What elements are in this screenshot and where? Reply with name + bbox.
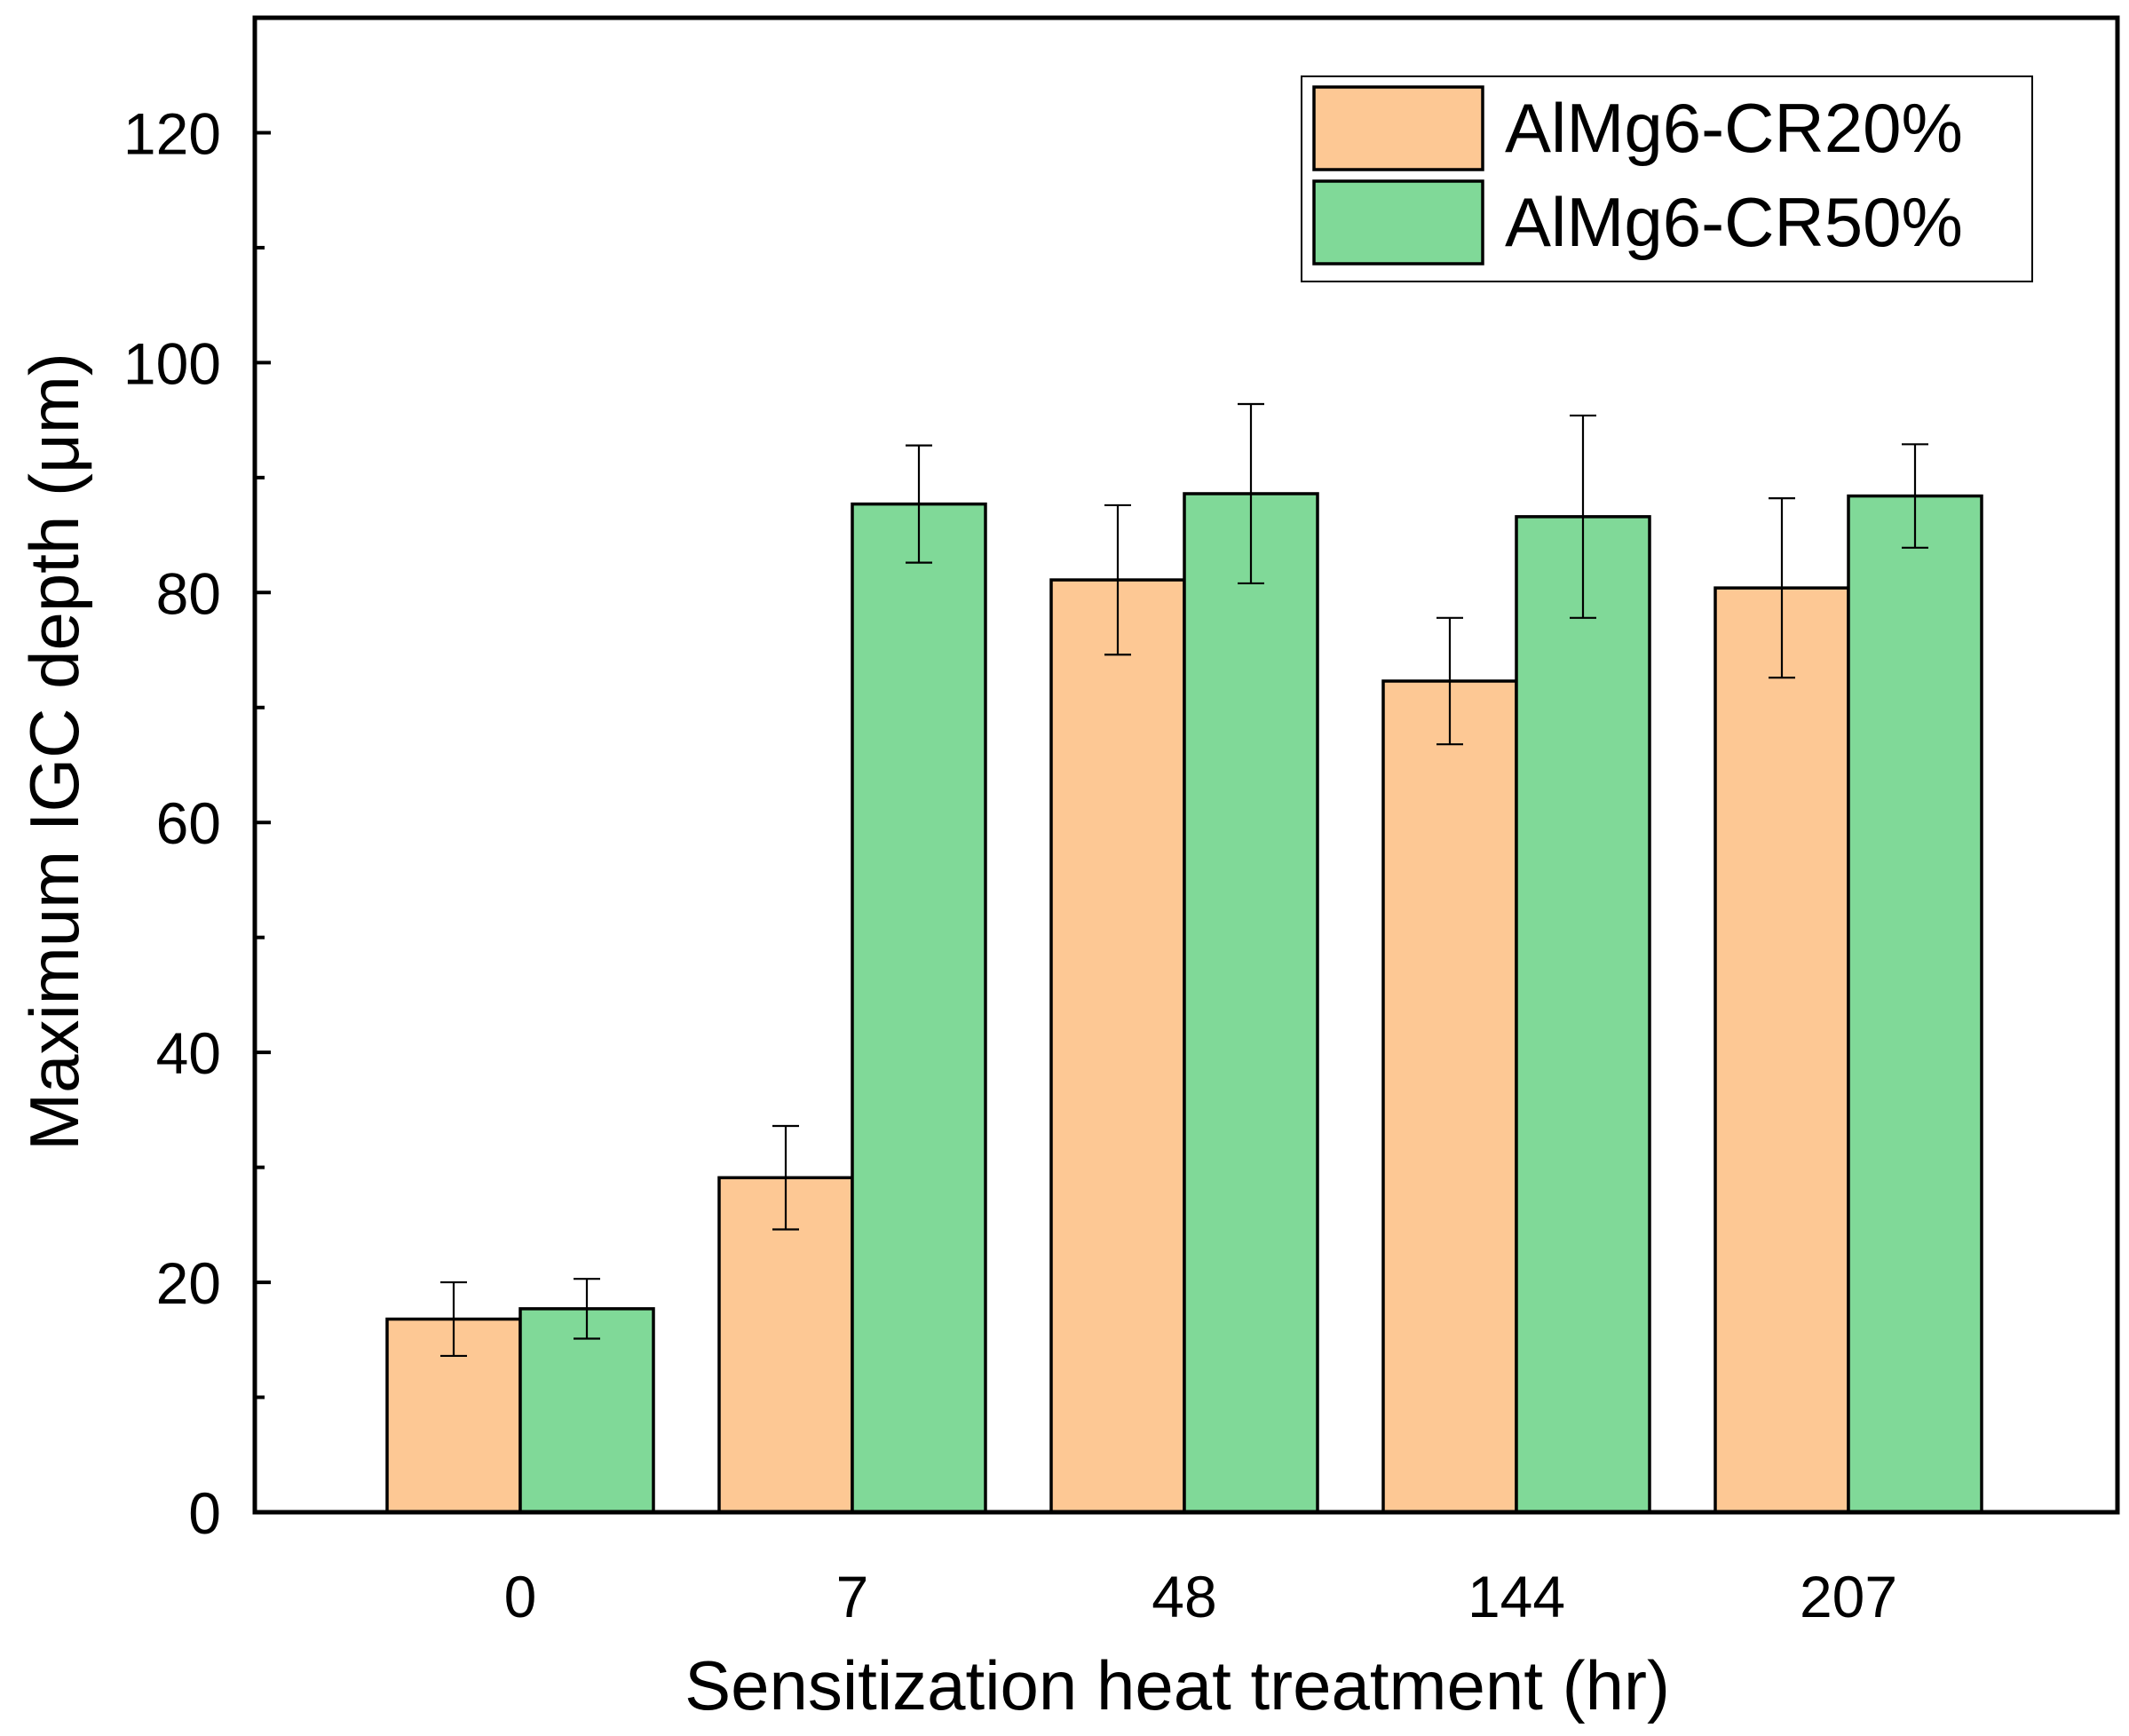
bar-almg6-cr50--7 <box>851 502 987 1514</box>
y-tick-label-120: 120 <box>123 100 221 166</box>
error-bars-layer <box>440 402 1928 1358</box>
x-tick-label-48: 48 <box>1152 1564 1216 1629</box>
y-tick-label-40: 40 <box>156 1020 221 1086</box>
error-bar-almg6-cr20--7 <box>772 1124 799 1231</box>
axes-layer: 0 7 48 144 207 0 20 40 60 80 100 120 <box>123 100 1897 1629</box>
error-bar-almg6-cr20--48 <box>1104 503 1131 656</box>
error-bar-almg6-cr20--0 <box>440 1280 467 1358</box>
x-axis-title: Sensitization heat treatment (hr) <box>685 1646 1670 1724</box>
y-tick-label-60: 60 <box>156 790 221 856</box>
bar-almg6-cr50--144 <box>1515 515 1651 1514</box>
legend-label-almg6-cr20-: AlMg6-CR20% <box>1505 89 1963 167</box>
legend: AlMg6-CR20% AlMg6-CR50% <box>1301 75 2033 282</box>
error-bar-almg6-cr50--0 <box>574 1278 600 1340</box>
legend-swatch-almg6-cr50- <box>1312 179 1484 266</box>
bar-almg6-cr20--144 <box>1381 679 1518 1514</box>
plot-area-frame <box>252 15 2120 1515</box>
x-tick-label-7: 7 <box>836 1564 869 1629</box>
error-bar-almg6-cr20--144 <box>1436 616 1463 746</box>
y-tick-label-80: 80 <box>156 560 221 626</box>
y-tick-label-100: 100 <box>123 330 221 396</box>
y-tick-label-0: 0 <box>188 1480 221 1546</box>
bars-layer <box>385 492 1983 1514</box>
error-bar-almg6-cr50--144 <box>1570 414 1596 619</box>
error-bar-almg6-cr50--48 <box>1238 402 1264 585</box>
x-tick-label-0: 0 <box>504 1564 537 1629</box>
error-bar-almg6-cr50--7 <box>906 444 932 564</box>
bar-almg6-cr20--48 <box>1049 578 1186 1514</box>
x-tick-label-144: 144 <box>1468 1564 1565 1629</box>
error-bar-almg6-cr50--207 <box>1902 443 1928 549</box>
y-axis-title: Maximum IGC depth (μm) <box>15 353 93 1151</box>
bar-almg6-cr20--7 <box>717 1176 854 1514</box>
error-bar-almg6-cr20--207 <box>1769 497 1795 679</box>
bar-almg6-cr50--48 <box>1183 492 1319 1514</box>
x-tick-label-207: 207 <box>1800 1564 1897 1629</box>
legend-swatch-almg6-cr20- <box>1312 85 1484 171</box>
bar-almg6-cr20--207 <box>1713 586 1850 1514</box>
bar-almg6-cr50--207 <box>1847 494 1983 1514</box>
legend-label-almg6-cr50-: AlMg6-CR50% <box>1505 183 1963 261</box>
y-tick-label-20: 20 <box>156 1250 221 1316</box>
